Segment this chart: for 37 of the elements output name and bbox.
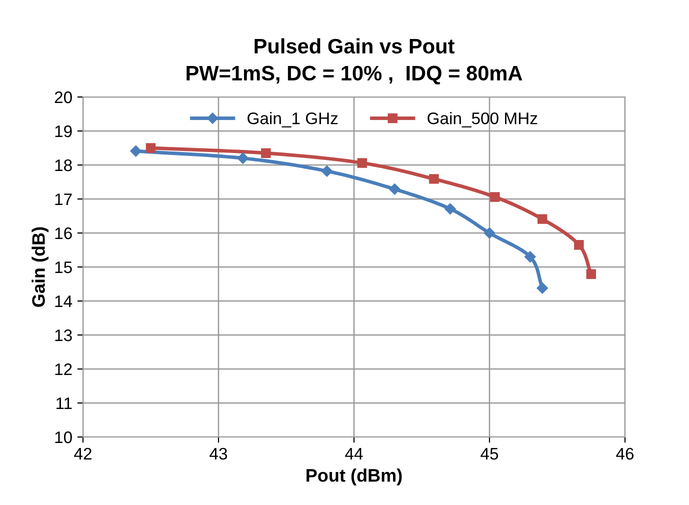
point — [537, 214, 548, 224]
y-tick-label: 19 — [55, 125, 72, 138]
x-tick-label: 43 — [210, 448, 228, 460]
point — [130, 145, 142, 157]
y-tick-label: 15 — [55, 262, 72, 274]
y-tick-label: 20 — [54, 91, 72, 104]
point — [586, 269, 596, 279]
x-tick-label: 46 — [616, 448, 634, 460]
point — [484, 227, 496, 239]
point — [261, 148, 271, 158]
y-tick-label: 11 — [56, 398, 72, 410]
y-tick-label: 13 — [55, 329, 72, 342]
point — [146, 143, 156, 153]
point — [574, 240, 584, 250]
chart-title: Pulsed Gain vs Pout PW=1mS, DC = 10% , IDQ = 80mA — [186, 38, 522, 84]
legend-label: Gain_1 GHz — [248, 112, 338, 128]
x-tick-label: 45 — [480, 448, 498, 460]
point — [389, 184, 400, 195]
point — [321, 166, 333, 177]
y-axis-title: Gain (dB) — [32, 227, 48, 307]
point — [536, 282, 548, 294]
y-tick-label: 12 — [55, 363, 72, 376]
x-tick-label: 44 — [345, 448, 363, 460]
y-tick-label: 14 — [55, 296, 72, 308]
point — [444, 203, 456, 214]
y-tick-label: 10 — [55, 431, 72, 444]
y-tick-label: 18 — [55, 159, 72, 172]
point — [524, 251, 536, 262]
point — [429, 174, 439, 184]
point — [490, 192, 500, 202]
y-tick-label: 17 — [55, 194, 72, 206]
point — [357, 158, 367, 168]
y-tick-label: 16 — [55, 227, 72, 240]
x-tick-label: 42 — [74, 448, 92, 460]
point — [237, 152, 248, 164]
legend-label: Gain_500 MHz — [428, 112, 538, 128]
x-axis-title: Pout (dBm) — [306, 468, 402, 486]
